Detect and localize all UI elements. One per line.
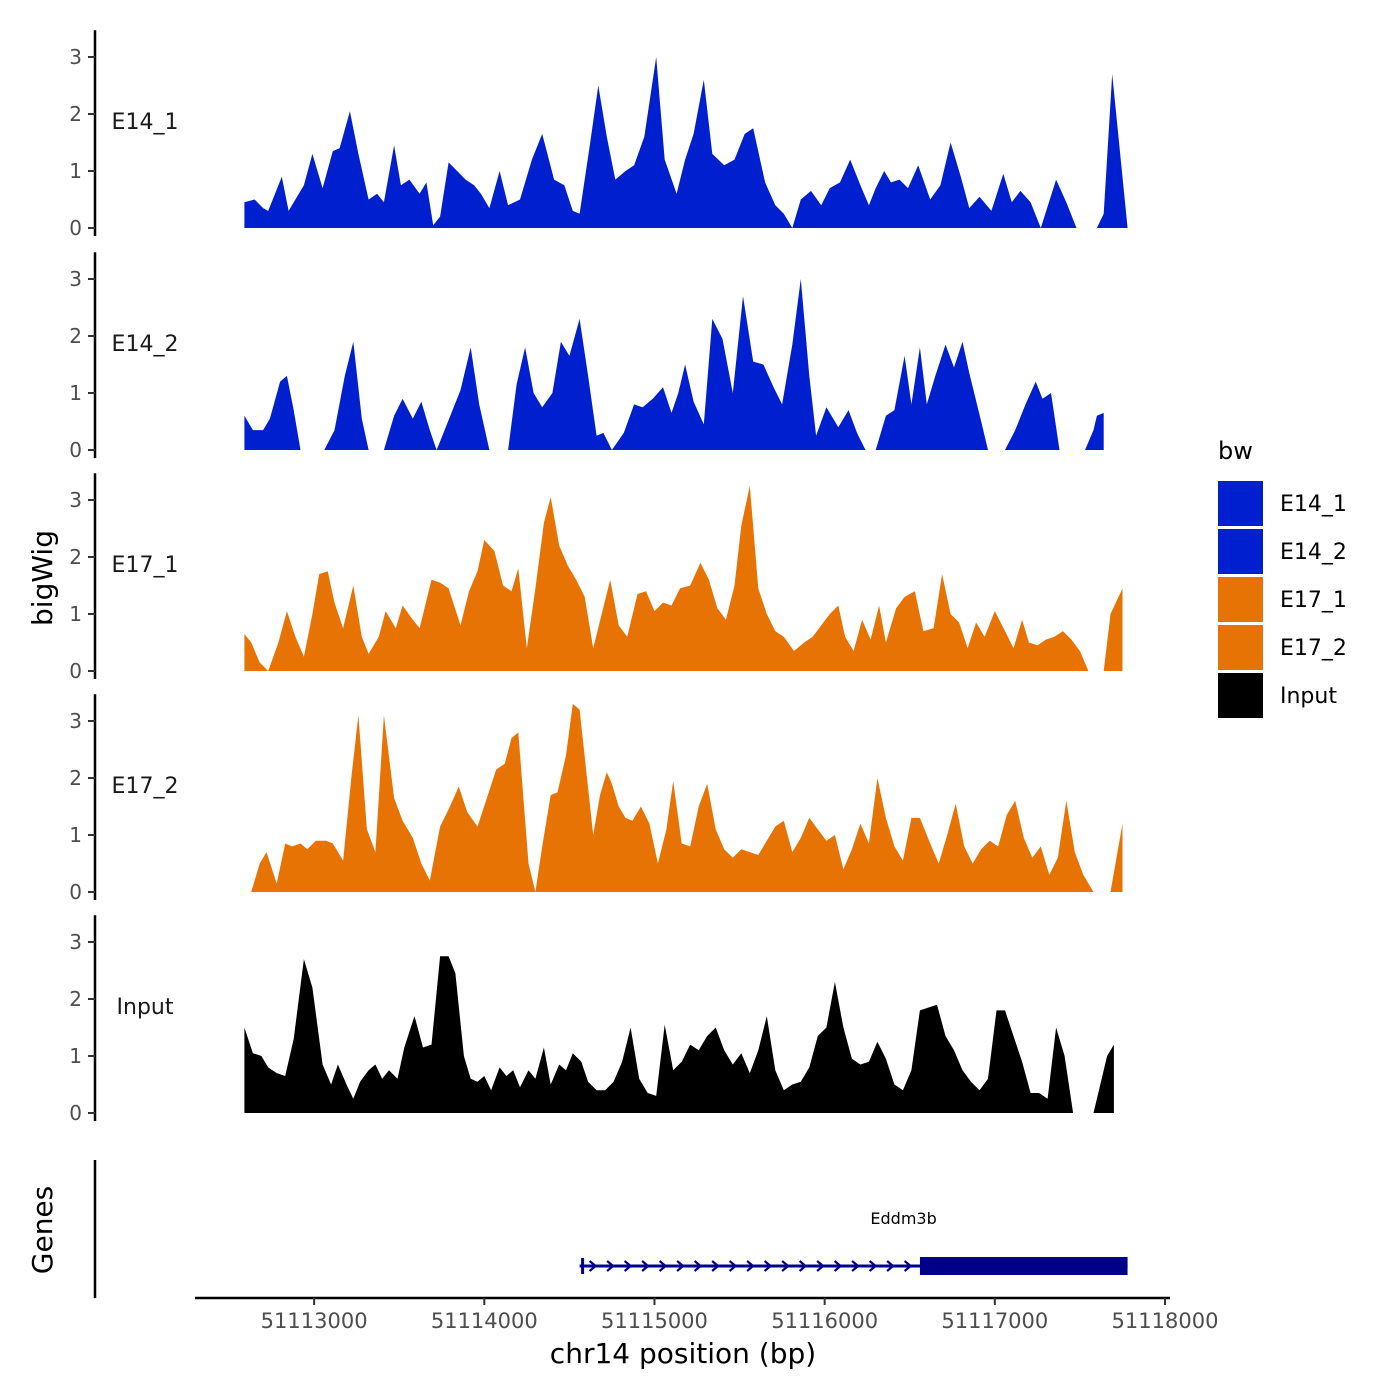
y-tick-label: 0 — [69, 880, 82, 904]
legend-entry-label: Input — [1280, 684, 1337, 709]
y-tick-label: 1 — [69, 823, 82, 847]
strand-arrow — [728, 1260, 738, 1272]
track-panel-e17-2: 0 1 2 3 E17_2 — [69, 694, 1123, 904]
track-area-e17-1 — [1103, 588, 1123, 671]
strand-arrow — [641, 1260, 650, 1272]
track-label: E14_2 — [112, 332, 179, 357]
y-tick-label: 2 — [69, 987, 82, 1011]
strand-arrow — [676, 1260, 685, 1272]
track-area-input — [1093, 1044, 1114, 1113]
track-area-e14-1 — [244, 57, 1128, 228]
track-area-e17-1 — [244, 485, 1089, 671]
track-area-e14-2 — [1005, 381, 1060, 450]
y-tick-label: 2 — [69, 324, 82, 348]
y-tick-label: 1 — [69, 1044, 82, 1068]
y-tick-label: 0 — [69, 438, 82, 462]
y-tick-label: 2 — [69, 545, 82, 569]
legend-swatch — [1218, 625, 1263, 670]
track-panel-input: 0 1 2 3 Input — [69, 915, 1114, 1125]
y-tick-label: 0 — [69, 1101, 82, 1125]
legend-entry-label: E14_1 — [1280, 492, 1347, 517]
track-label: Input — [117, 995, 174, 1020]
y-tick-label: 3 — [69, 488, 82, 512]
track-area-e14-2 — [875, 341, 988, 450]
x-axis-title: chr14 position (bp) — [550, 1337, 816, 1370]
track-area-e14-2 — [508, 279, 866, 450]
strand-arrow — [868, 1260, 878, 1272]
strand-arrow — [886, 1260, 895, 1272]
track-label: E17_2 — [112, 774, 179, 799]
track-area-e14-2 — [244, 375, 301, 450]
strand-arrow — [693, 1260, 703, 1272]
strand-arrow — [781, 1260, 790, 1272]
strand-arrow — [658, 1260, 668, 1272]
gene-exon-block — [919, 1257, 1128, 1275]
track-panel-e14-2: 0 1 2 3 E14_2 — [69, 252, 1104, 462]
y-tick-label: 3 — [69, 267, 82, 291]
y-tick-label: 3 — [69, 45, 82, 69]
track-panel-e17-1: 0 1 2 3 E17_1 — [69, 473, 1123, 683]
strand-arrow — [606, 1260, 615, 1272]
x-tick-label: 51113000 — [261, 1309, 368, 1333]
track-label: E17_1 — [112, 553, 179, 578]
legend-entry-label: E17_1 — [1280, 588, 1347, 613]
y-tick-label: 1 — [69, 602, 82, 626]
strand-arrow — [851, 1260, 860, 1272]
track-panel-e14-1: 0 1 2 3 E14_1 — [69, 30, 1128, 240]
strand-arrow — [816, 1260, 825, 1272]
legend-title: bw — [1218, 437, 1253, 465]
y-tick-label: 0 — [69, 216, 82, 240]
track-area-e14-2 — [1085, 412, 1104, 450]
legend-entry-label: E17_2 — [1280, 636, 1347, 661]
strand-arrow — [763, 1260, 773, 1272]
y-axis-title: bigWig — [26, 530, 59, 626]
y-tick-label: 3 — [69, 930, 82, 954]
x-tick-label: 51116000 — [771, 1309, 878, 1333]
track-area-e14-2 — [324, 341, 369, 450]
strand-arrow — [746, 1260, 755, 1272]
x-tick-label: 51118000 — [1112, 1309, 1219, 1333]
x-axis: 51113000 51114000 51115000 51116000 51117000… — [195, 1296, 1219, 1333]
strand-arrow — [711, 1260, 720, 1272]
strand-arrow — [588, 1260, 598, 1272]
signal-tracks: 0 1 2 3 E14_1 0 1 2 3 E14_2 0 1 2 3 E17_1 0 1 2 3 E17_2 0 1 2 3… — [69, 30, 1128, 1125]
strand-arrow — [623, 1260, 633, 1272]
legend-swatch — [1218, 673, 1263, 718]
legend: bw E14_1 E14_2 E17_1 E17_2 Input — [1218, 437, 1347, 718]
legend-swatch — [1218, 529, 1263, 574]
genes-axis-title: Genes — [26, 1186, 59, 1274]
legend-swatch — [1218, 481, 1263, 526]
track-label: E14_1 — [112, 110, 179, 135]
y-tick-label: 1 — [69, 159, 82, 183]
track-area-e17-2 — [1110, 823, 1123, 892]
x-tick-label: 51117000 — [941, 1309, 1048, 1333]
x-tick-label: 51115000 — [601, 1309, 708, 1333]
track-area-input — [244, 956, 1074, 1113]
y-tick-label: 2 — [69, 102, 82, 126]
gene-track: Eddm3b — [93, 1160, 1128, 1298]
strand-arrow — [833, 1260, 843, 1272]
y-tick-label: 3 — [69, 709, 82, 733]
y-tick-label: 1 — [69, 381, 82, 405]
y-tick-label: 0 — [69, 659, 82, 683]
strand-arrow — [903, 1260, 913, 1272]
strand-arrow — [798, 1260, 808, 1272]
legend-swatch — [1218, 577, 1263, 622]
gene-name-label: Eddm3b — [870, 1209, 936, 1228]
track-area-e14-2 — [383, 347, 490, 450]
y-tick-label: 2 — [69, 766, 82, 790]
legend-entry-label: E14_2 — [1280, 540, 1347, 565]
track-area-e17-2 — [251, 703, 1094, 892]
x-tick-label: 51114000 — [431, 1309, 538, 1333]
